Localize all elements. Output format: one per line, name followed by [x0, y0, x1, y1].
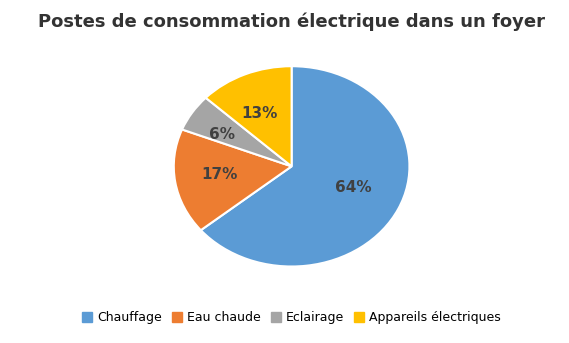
Wedge shape: [182, 98, 291, 166]
Wedge shape: [174, 130, 291, 230]
Text: 64%: 64%: [335, 180, 372, 195]
Text: 13%: 13%: [242, 106, 278, 121]
Text: 17%: 17%: [201, 167, 238, 182]
Legend: Chauffage, Eau chaude, Eclairage, Appareils électriques: Chauffage, Eau chaude, Eclairage, Appare…: [76, 305, 507, 330]
Wedge shape: [201, 66, 410, 267]
Text: 6%: 6%: [209, 127, 235, 142]
Wedge shape: [206, 66, 292, 166]
Title: Postes de consommation électrique dans un foyer: Postes de consommation électrique dans u…: [38, 13, 545, 31]
